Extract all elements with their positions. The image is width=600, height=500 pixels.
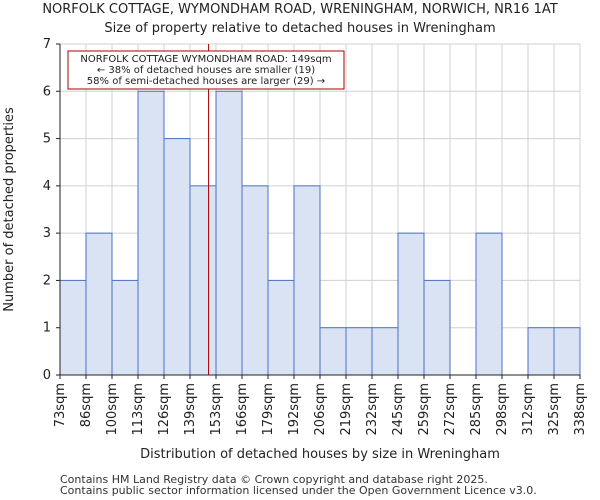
x-tick-label: 179sqm — [261, 383, 276, 436]
histogram-bar — [215, 90, 243, 376]
histogram-bar — [85, 232, 113, 376]
y-tick-label: 0 — [43, 368, 51, 383]
histogram-bar — [397, 232, 425, 376]
annotation-line-3: 58% of semi-detached houses are larger (… — [87, 76, 325, 87]
annotation-line-2: ← 38% of detached houses are smaller (19… — [97, 65, 315, 76]
chart-title: NORFOLK COTTAGE, WYMONDHAM ROAD, WRENING… — [42, 2, 558, 17]
x-tick-label: 338sqm — [573, 383, 588, 436]
x-tick-label: 86sqm — [79, 383, 94, 427]
annotation-line-1: NORFOLK COTTAGE WYMONDHAM ROAD: 149sqm — [80, 54, 331, 65]
x-tick-label: 100sqm — [105, 383, 120, 436]
histogram-bar — [241, 185, 269, 376]
histogram-bar — [319, 327, 347, 376]
y-tick-label: 7 — [43, 37, 51, 52]
x-tick-label: 219sqm — [339, 383, 354, 436]
histogram-bar — [475, 232, 503, 376]
histogram-bar — [371, 327, 399, 376]
x-tick-label: 298sqm — [495, 383, 510, 436]
chart-subtitle: Size of property relative to detached ho… — [104, 21, 496, 36]
x-tick-label: 325sqm — [547, 383, 562, 436]
x-tick-label: 206sqm — [313, 383, 328, 436]
x-tick-label: 192sqm — [287, 383, 302, 436]
footer-licence: Contains public sector information licen… — [60, 484, 537, 497]
y-tick-label: 5 — [43, 132, 51, 147]
x-tick-label: 245sqm — [391, 383, 406, 436]
x-tick-label: 126sqm — [157, 383, 172, 436]
y-tick-label: 4 — [43, 179, 51, 194]
histogram-bar — [553, 327, 581, 376]
histogram-bar — [267, 279, 295, 376]
annotation-box — [67, 50, 345, 90]
y-tick-label: 2 — [43, 273, 51, 288]
histogram-bar — [163, 138, 191, 376]
x-tick-label: 272sqm — [443, 383, 458, 436]
histogram-bar — [293, 185, 321, 376]
x-tick-label: 285sqm — [469, 383, 484, 436]
y-axis-label: Number of detached properties — [2, 107, 17, 312]
x-tick-label: 259sqm — [417, 383, 432, 436]
histogram-bar — [527, 327, 555, 376]
x-tick-label: 139sqm — [183, 383, 198, 436]
x-tick-label: 232sqm — [365, 383, 380, 436]
x-tick-label: 166sqm — [235, 383, 250, 436]
x-tick-label: 153sqm — [209, 383, 224, 436]
histogram-bar — [189, 185, 217, 376]
y-tick-label: 3 — [43, 226, 51, 241]
histogram-bar — [423, 279, 451, 376]
histogram-bar — [59, 279, 87, 376]
histogram-bar — [137, 90, 165, 376]
histogram-bar — [111, 279, 139, 376]
x-tick-label: 113sqm — [131, 383, 146, 436]
y-tick-label: 1 — [43, 321, 51, 336]
footer-copyright: Contains HM Land Registry data © Crown c… — [60, 473, 488, 486]
x-tick-label: 312sqm — [521, 383, 536, 436]
histogram-bar — [345, 327, 373, 376]
y-tick-label: 6 — [43, 84, 51, 99]
x-tick-label: 73sqm — [53, 383, 68, 427]
x-axis-label: Distribution of detached houses by size … — [140, 447, 500, 462]
